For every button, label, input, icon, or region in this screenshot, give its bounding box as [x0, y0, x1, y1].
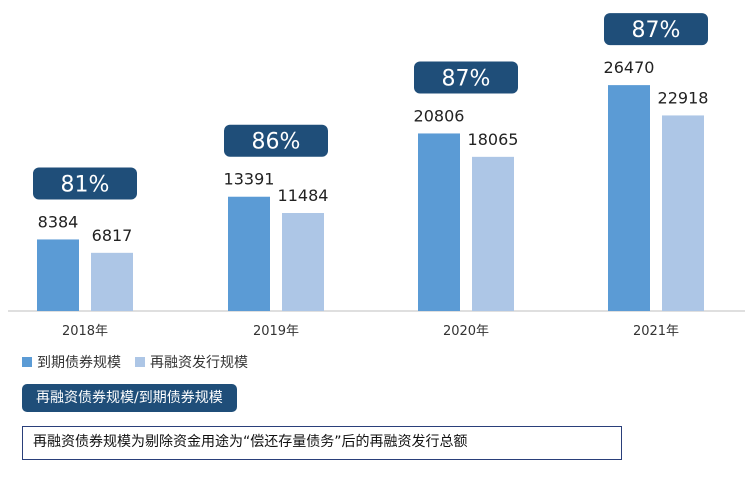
- x-tick-label-2: 2020年: [443, 324, 489, 339]
- footnote-box: 再融资债券规模为剔除资金用途为“偿还存量债务”后的再融资发行总额: [22, 426, 622, 460]
- bar-maturing-1: [228, 196, 270, 311]
- ratio-label-3: 87%: [632, 18, 681, 43]
- x-tick-label-3: 2021年: [633, 324, 679, 339]
- ratio-definition-badge: 再融资债券规模/到期债券规模: [22, 384, 237, 412]
- ratio-badge-1: [224, 124, 328, 157]
- bar-maturing-3: [608, 85, 650, 311]
- bar-maturing-0: [37, 239, 79, 311]
- data-label-maturing-2: 20806: [414, 106, 465, 125]
- legend-swatch-refinancing: [135, 357, 145, 367]
- ratio-badge-0: [33, 167, 137, 200]
- bar-refinancing-2: [472, 156, 514, 311]
- ratio-label-1: 86%: [252, 130, 301, 155]
- data-label-maturing-0: 8384: [38, 212, 79, 231]
- ratio-badge-2: [414, 61, 518, 94]
- ratio-label-2: 87%: [442, 66, 491, 91]
- bar-refinancing-3: [662, 115, 704, 311]
- legend-label-refinancing: 再融资发行规模: [150, 355, 248, 371]
- data-label-refinancing-2: 18065: [468, 130, 519, 149]
- legend-item-refinancing: 再融资发行规模: [135, 352, 248, 372]
- legend: 到期债券规模 再融资发行规模: [22, 352, 248, 372]
- bar-refinancing-1: [282, 213, 324, 311]
- ratio-label-0: 81%: [61, 172, 110, 197]
- bar-refinancing-0: [91, 252, 133, 311]
- x-tick-label-0: 2018年: [62, 324, 108, 339]
- data-label-refinancing-1: 11484: [278, 186, 329, 205]
- ratio-badge-3: [604, 13, 708, 46]
- legend-label-maturing: 到期债券规模: [37, 355, 121, 371]
- data-label-refinancing-3: 22918: [658, 88, 709, 107]
- data-label-refinancing-0: 6817: [92, 226, 133, 245]
- legend-swatch-maturing: [22, 357, 32, 367]
- data-label-maturing-1: 13391: [224, 170, 275, 189]
- data-label-maturing-3: 26470: [604, 58, 655, 77]
- legend-item-maturing: 到期债券规模: [22, 352, 121, 372]
- x-tick-label-1: 2019年: [253, 324, 299, 339]
- bar-maturing-2: [418, 133, 460, 311]
